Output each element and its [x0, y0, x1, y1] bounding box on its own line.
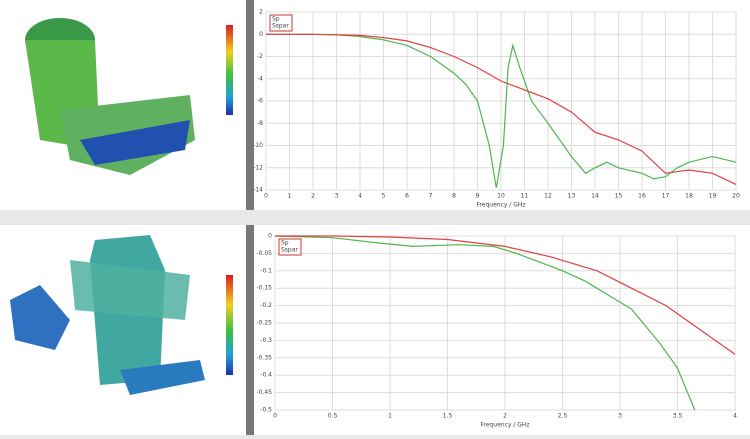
y-tick-label: -0.15 [256, 285, 272, 292]
y-tick-label: -0.45 [256, 389, 272, 396]
x-tick-label: 14 [591, 193, 599, 200]
x-tick-label: 3.5 [673, 413, 683, 420]
x-tick-label: 12 [544, 193, 552, 200]
x-tick-label: 9 [476, 193, 480, 200]
x-tick-label: 4 [358, 193, 362, 200]
legend [269, 14, 293, 32]
x-tick-label: 13 [568, 193, 576, 200]
x-tick-label: 1.5 [443, 413, 453, 420]
x-tick-label: 0.5 [328, 413, 338, 420]
legend [278, 238, 302, 256]
y-tick-label: -0.2 [260, 302, 272, 309]
x-tick-label: 6 [405, 193, 409, 200]
x-tick-label: 3 [335, 193, 339, 200]
y-tick-label: -0.4 [260, 372, 272, 379]
x-tick-label: 4 [733, 413, 737, 420]
y-tick-label: -14 [253, 187, 263, 194]
model-render [25, 18, 195, 175]
chart-panel [254, 0, 750, 210]
x-tick-label: 19 [709, 193, 717, 200]
x-tick-label: 10 [497, 193, 505, 200]
x-tick-label: 2.5 [558, 413, 568, 420]
y-tick-label: -4 [257, 75, 263, 82]
color-bar [226, 25, 233, 115]
y-tick-label: -2 [257, 53, 263, 60]
chart-panel [254, 225, 750, 435]
x-tick-label: 2 [503, 413, 507, 420]
legend-label: Sp [281, 240, 289, 247]
y-tick-label: -10 [253, 142, 263, 149]
x-tick-label: 1 [388, 413, 392, 420]
y-tick-label: 0 [259, 31, 263, 38]
series-line [266, 33, 737, 185]
y-tick-label: -0.25 [256, 320, 272, 327]
y-tick-label: -0.5 [260, 407, 272, 414]
series-line [275, 235, 736, 355]
divider [246, 0, 254, 210]
y-tick-label: -0.1 [260, 267, 272, 274]
x-tick-label: 2 [311, 193, 315, 200]
x-tick-label: 0 [273, 413, 277, 420]
x-tick-label: 7 [429, 193, 433, 200]
y-tick-label: -6 [257, 98, 263, 105]
y-tick-label: -0.3 [260, 337, 272, 344]
x-tick-label: 20 [732, 193, 740, 200]
x-axis-label: Frequency / GHz [476, 202, 525, 209]
x-tick-label: 17 [662, 193, 670, 200]
x-tick-label: 5 [382, 193, 386, 200]
legend-label: Sspar [272, 23, 289, 30]
x-tick-label: 18 [685, 193, 693, 200]
series-line [266, 33, 737, 188]
y-tick-label: 2 [259, 9, 263, 16]
x-tick-label: 15 [615, 193, 623, 200]
x-tick-label: 3 [618, 413, 622, 420]
y-tick-label: -12 [253, 164, 263, 171]
divider [246, 225, 254, 435]
legend-label: Sp [272, 16, 280, 23]
x-tick-label: 16 [638, 193, 646, 200]
y-tick-label: -0.35 [256, 354, 272, 361]
x-tick-label: 0 [264, 193, 268, 200]
y-tick-label: -0.05 [256, 250, 272, 257]
x-axis-label: Frequency / GHz [480, 422, 529, 429]
y-tick-label: -8 [257, 120, 263, 127]
x-tick-label: 11 [521, 193, 529, 200]
color-bar [226, 275, 233, 375]
x-tick-label: 1 [288, 193, 292, 200]
legend-label: Sspar [281, 247, 298, 254]
model-render [10, 235, 205, 395]
series-line [274, 235, 696, 411]
y-tick-label: 0 [268, 233, 272, 240]
x-tick-label: 8 [452, 193, 456, 200]
